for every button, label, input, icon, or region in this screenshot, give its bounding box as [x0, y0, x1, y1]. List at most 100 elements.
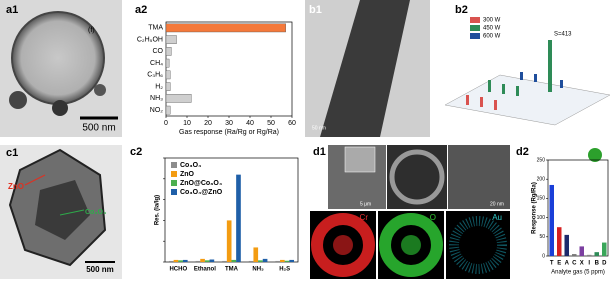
y-tick-label: NO₂ — [150, 107, 164, 114]
x-tick-label: NH₃ — [252, 267, 264, 273]
legend-swatch — [470, 25, 480, 31]
bar — [289, 259, 295, 262]
x-tick-label: 20 — [204, 120, 212, 127]
y-tick-label: TMA — [148, 25, 163, 32]
ring — [379, 213, 443, 277]
x-tick-label: 50 — [267, 120, 275, 127]
legend-swatch — [470, 17, 480, 23]
scale-text: 500 nm — [82, 123, 115, 134]
icon — [588, 148, 602, 162]
bar — [222, 260, 227, 262]
x-tick-label: A — [565, 261, 570, 267]
legend-label: Co₃O₄ — [180, 162, 201, 169]
y-tick-label: CO — [153, 48, 164, 55]
bar — [165, 94, 192, 103]
y-tick-label: CH₄ — [150, 60, 163, 67]
legend-label: Co₃O₄@ZnO — [180, 189, 223, 196]
y-tick-label: C₃H₆ — [147, 72, 163, 79]
bar — [549, 184, 554, 256]
rod — [320, 0, 410, 137]
bar — [284, 260, 290, 262]
map-label: Cr — [360, 213, 369, 222]
image-cross — [387, 145, 447, 209]
y-tick-label: 0 — [542, 253, 545, 259]
panel-label: c1 — [6, 147, 18, 159]
arrow — [59, 209, 85, 216]
scale-text: 5 μm — [360, 201, 371, 207]
x-tick-label: Ethanol — [194, 267, 216, 273]
bar — [236, 174, 241, 262]
y-tick-label: 50 — [539, 234, 545, 240]
bar — [200, 258, 205, 262]
x-tick-label: E — [557, 261, 561, 267]
x-tick-label: TMA — [225, 267, 239, 273]
x-tick-label: 30 — [225, 120, 233, 127]
ring — [311, 213, 375, 277]
bar — [165, 58, 170, 68]
panel-label: a2 — [135, 4, 147, 16]
x-tick-label: H₂S — [279, 267, 290, 273]
bar — [173, 259, 179, 262]
bar — [275, 260, 281, 262]
decor-bars — [466, 40, 563, 110]
bar — [248, 260, 254, 262]
y-axis-label: Res. (Ia/Ig) — [155, 195, 161, 225]
scale-text: 500 nm — [86, 265, 114, 274]
annotation: S=413 — [554, 32, 572, 38]
x-tick-label: 40 — [246, 120, 254, 127]
bar — [572, 254, 577, 256]
panel-label: a1 — [6, 4, 18, 16]
bar — [253, 247, 259, 262]
label-zno: ZnO — [8, 182, 24, 191]
tag: (f) — [88, 27, 95, 34]
bar — [195, 260, 201, 262]
bar — [226, 220, 232, 262]
y-tick-label: 100 — [537, 215, 546, 221]
x-tick-label: C — [572, 261, 577, 267]
bar — [209, 259, 215, 262]
legend-swatch — [171, 189, 177, 195]
particle — [9, 91, 27, 109]
x-tick-label: I — [588, 261, 590, 267]
bar — [602, 242, 607, 256]
bar — [165, 70, 171, 80]
bar — [231, 259, 237, 262]
y-tick-label: C₂H₅OH — [137, 36, 163, 43]
label-co3o4: Co₃O₄ — [85, 209, 106, 216]
y-tick-label: H₂ — [155, 83, 163, 90]
ring — [449, 216, 507, 274]
panel-label: b2 — [455, 4, 468, 16]
x-tick-label: T — [550, 261, 554, 267]
legend-label: ZnO@Co₃O₄ — [180, 180, 222, 187]
cube-core — [35, 180, 90, 240]
x-axis-label: Analyte gas (5 ppm) — [551, 270, 605, 276]
bar — [168, 260, 174, 262]
x-tick-label: 0 — [164, 120, 168, 127]
bar — [165, 82, 171, 91]
y-tick-label: NH₃ — [150, 95, 163, 102]
x-tick-label: X — [580, 261, 584, 267]
x-tick-label: D — [602, 261, 607, 267]
legend-label: ZnO — [180, 171, 195, 178]
legend-swatch — [171, 180, 177, 186]
sphere — [11, 11, 105, 105]
bar — [165, 105, 171, 115]
ring — [389, 149, 445, 205]
panel-label: b1 — [309, 4, 322, 16]
legend-swatch — [470, 33, 480, 39]
bar — [204, 260, 210, 262]
arrow — [24, 174, 46, 186]
scale-text: 20 nm — [490, 201, 504, 207]
map-label: Au — [492, 213, 502, 222]
core — [401, 235, 421, 255]
x-tick-label: 60 — [288, 120, 296, 127]
bar — [564, 234, 569, 256]
bar — [178, 260, 183, 262]
x-tick-label: B — [595, 261, 600, 267]
image-zoom — [448, 145, 510, 209]
particle — [52, 100, 68, 116]
x-tick-label: 10 — [183, 120, 191, 127]
panel-label: c2 — [130, 146, 142, 158]
legend-swatch — [171, 171, 177, 177]
